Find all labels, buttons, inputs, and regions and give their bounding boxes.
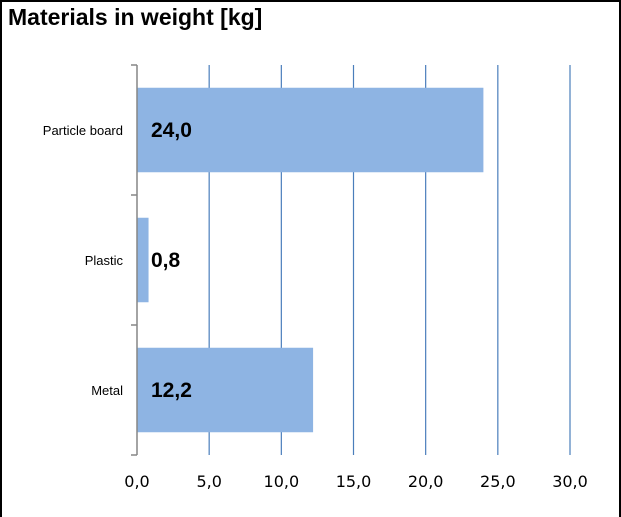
bars	[137, 87, 484, 433]
bar-plastic	[137, 217, 149, 303]
chart-title: Materials in weight [kg]	[8, 4, 263, 30]
category-label-plastic: Plastic	[85, 253, 124, 268]
category-label-metal: Metal	[91, 383, 123, 398]
x-tick-label-15: 15,0	[336, 472, 372, 491]
axes	[131, 64, 138, 456]
data-label-plastic: 0,8	[151, 249, 181, 272]
category-label-particle-board: Particle board	[43, 123, 123, 138]
x-tick-label-25: 25,0	[480, 472, 516, 491]
x-tick-label-20: 20,0	[408, 472, 444, 491]
data-label-particle-board: 24,0	[151, 119, 192, 142]
x-tick-label-5: 5,0	[196, 472, 221, 491]
x-tick-label-10: 10,0	[264, 472, 300, 491]
x-tick-label-0: 0,0	[124, 472, 149, 491]
bar-particle-board	[137, 87, 484, 173]
x-tick-label-30: 30,0	[552, 472, 588, 491]
data-label-metal: 12,2	[151, 379, 192, 402]
labels: 24,0 Particle board 0,8 Plastic 12,2 Metal 0,0…	[43, 119, 588, 491]
bar-metal	[137, 347, 314, 433]
